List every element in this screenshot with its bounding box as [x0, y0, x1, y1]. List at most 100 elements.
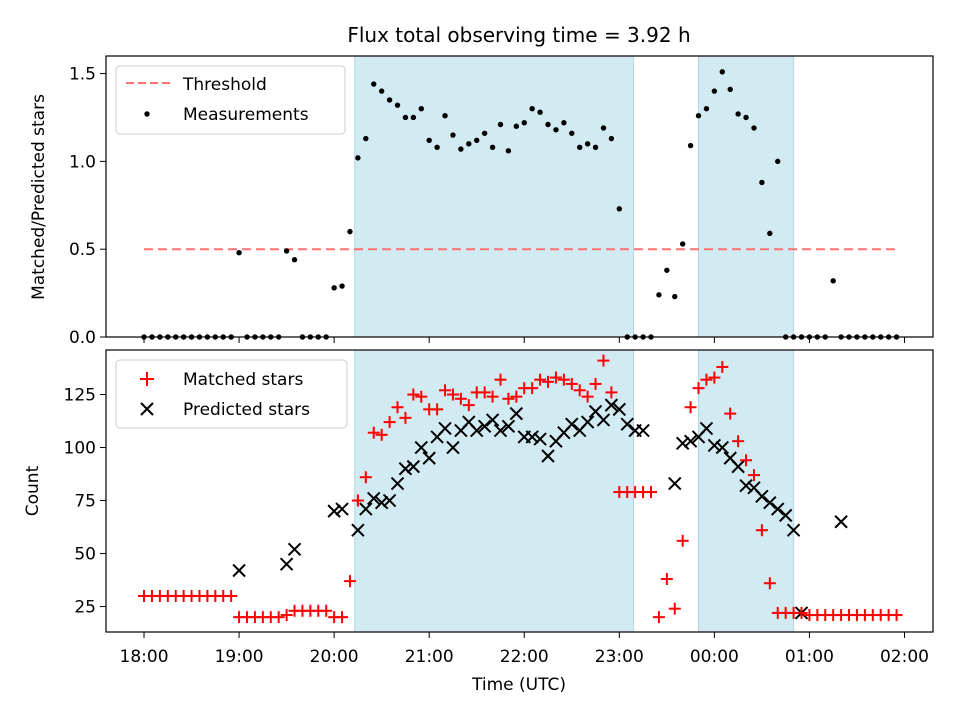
predicted-point — [565, 417, 579, 431]
measurement-point — [442, 113, 448, 119]
measurement-point — [339, 283, 345, 289]
predicted-point — [327, 504, 341, 518]
predicted-point — [422, 451, 436, 465]
matched-point — [446, 388, 459, 401]
matched-point — [573, 384, 586, 397]
ratio-panel: 0.0 0.5 1.0 1.5 Matched/Predicted stars Thr… — [29, 55, 934, 348]
matched-point — [351, 494, 364, 507]
measurement-point — [751, 125, 757, 131]
measurement-point — [695, 113, 702, 119]
matched-point — [391, 401, 404, 414]
matched-point — [740, 454, 753, 467]
measurement-point — [394, 102, 401, 108]
measurement-point — [711, 88, 718, 94]
predicted-point — [493, 423, 508, 438]
matched-point — [462, 399, 475, 412]
measurement-point — [363, 135, 369, 142]
matched-point — [581, 390, 594, 403]
measurement-point — [434, 144, 440, 151]
measurement-point — [426, 137, 432, 143]
measurement-point — [283, 248, 290, 254]
matched-point — [407, 388, 420, 401]
predicted-point — [374, 495, 389, 510]
predicted-point — [541, 449, 555, 463]
matched-point — [708, 371, 721, 384]
matched-point — [644, 486, 657, 499]
measurement-point — [481, 130, 488, 136]
predicted-point — [414, 440, 428, 455]
x-tick-label: 20:00 — [310, 647, 359, 667]
measurement-point — [378, 88, 385, 94]
x-tick-label: 22:00 — [500, 647, 549, 667]
predicted-point — [778, 508, 793, 523]
predicted-point — [406, 459, 421, 474]
predicted-point — [382, 493, 397, 508]
predicted-point — [668, 476, 682, 491]
measurement-point — [553, 127, 559, 133]
matched-point — [383, 416, 396, 429]
measurement-point — [775, 158, 781, 165]
predicted-point — [786, 523, 801, 537]
matched-point — [534, 373, 547, 386]
measurement-point — [537, 109, 543, 115]
measurement-point — [584, 141, 591, 147]
predicted-point — [351, 523, 365, 537]
predicted-point — [596, 413, 611, 427]
measurement-point — [466, 141, 472, 147]
measurement-point — [600, 125, 607, 131]
matched-point — [494, 373, 507, 386]
measurement-point — [513, 123, 520, 129]
matched-point — [890, 609, 903, 622]
count-panel-frame — [105, 349, 934, 633]
predicted-point — [485, 413, 500, 427]
matched-point — [732, 435, 745, 448]
matched-point — [399, 411, 412, 424]
predicted-point — [390, 476, 405, 491]
matched-point — [724, 407, 737, 420]
matched-point — [716, 360, 729, 373]
matched-point — [478, 386, 491, 399]
matched-point — [557, 373, 570, 386]
y-tick-label: 1.5 — [69, 65, 96, 85]
matched-point — [526, 382, 539, 395]
measurement-point — [545, 121, 551, 128]
matched-point — [375, 428, 388, 441]
predicted-point — [739, 478, 753, 493]
predicted-point — [501, 419, 516, 434]
matched-point — [272, 611, 285, 624]
predicted-point — [359, 502, 373, 516]
predicted-point — [731, 459, 745, 474]
predicted-point — [707, 438, 722, 453]
observing-window-0 — [354, 55, 635, 338]
matched-point — [431, 403, 444, 416]
matched-point — [795, 606, 808, 619]
measurement-point — [331, 285, 337, 291]
matched-point — [343, 575, 356, 588]
x-tick-label: 18:00 — [120, 647, 169, 667]
measurement-point — [656, 292, 662, 298]
measurement-point — [458, 146, 464, 152]
predicted-point — [525, 430, 539, 444]
predicted-point — [604, 398, 619, 412]
count-legend: Matched stars Predicted stars — [115, 359, 348, 429]
ratio-panel-frame — [105, 55, 934, 338]
matched-point — [320, 604, 333, 617]
measurement-point — [703, 105, 710, 112]
y-tick-label: 1.0 — [69, 152, 96, 172]
predicted-point — [755, 489, 769, 504]
predicted-point — [477, 419, 492, 434]
predicted-point — [533, 432, 547, 446]
predicted-point — [580, 415, 595, 429]
legend-matched-swatch — [140, 372, 154, 386]
x-tick-label: 01:00 — [785, 647, 834, 667]
measurement-point — [450, 132, 456, 138]
measurement-point — [386, 97, 393, 103]
x-tick-label: 21:00 — [405, 647, 454, 667]
legend-predicted-swatch — [140, 402, 154, 416]
measurement-point — [569, 130, 575, 136]
measurement-point — [371, 81, 377, 87]
measurement-point — [561, 120, 567, 126]
matched-point — [676, 534, 689, 547]
measurement-point — [672, 293, 678, 300]
